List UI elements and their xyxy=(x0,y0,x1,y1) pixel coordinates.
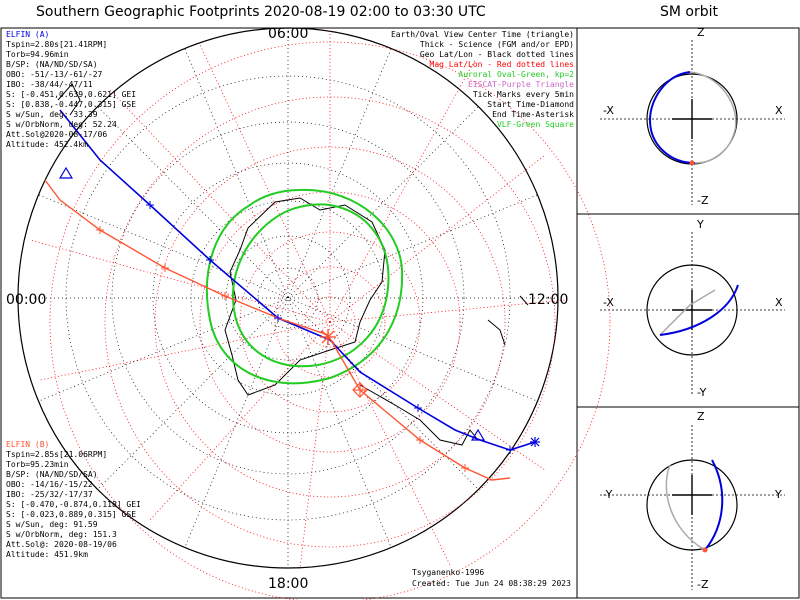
elfin-a-info: ELFIN (A) Tspin=2.80s[21.41RPM] Torb=94.… xyxy=(6,30,136,150)
orbit2-left-label: -X xyxy=(603,296,614,309)
elfin-b-start-diamond xyxy=(352,382,368,398)
orbit2-top-label: Y xyxy=(697,218,704,231)
south-america-coastline xyxy=(359,384,479,446)
info-line: IBO: -25/32/-17/37 xyxy=(6,490,93,499)
created-label: Created: Tue Jun 24 08:38:29 2023 xyxy=(412,579,571,588)
orbit3-left-label: -Y xyxy=(603,488,613,501)
orbit1-top-label: Z xyxy=(697,26,705,39)
info-line: Torb=95.23min xyxy=(6,460,69,469)
info-line: S w/OrbNorm, deg: 151.3 xyxy=(6,530,117,539)
info-line: S: [-0.023,0.889,0.315] GSE xyxy=(6,510,137,519)
orbit3-right-label: Y xyxy=(775,488,782,501)
orbit-title: SM orbit xyxy=(660,4,719,20)
info-line: Tspin=2.85s[21.06RPM] xyxy=(6,450,108,459)
info-line: S w/Sun, deg: 91.59 xyxy=(6,520,98,529)
legend-item: Earth/Oval View Center Time (triangle) xyxy=(390,30,574,39)
elfin-b-info: ELFIN (B) Tspin=2.85s[21.06RPM] Torb=95.… xyxy=(6,440,141,560)
elfin-a-end-asterisk xyxy=(530,437,540,447)
model-label: Tsyganenko-1996 xyxy=(412,568,485,577)
elfin-a-ticks xyxy=(146,201,514,454)
info-line: S w/Sun, deg: 33.39 xyxy=(6,110,98,119)
auroral-oval-outer xyxy=(206,188,404,385)
clock-label-top: 06:00 xyxy=(268,26,309,42)
clock-label-bottom: 18:00 xyxy=(268,576,309,592)
legend-item: Thick - Science (FGM and/or EPD) xyxy=(419,40,574,49)
info-line: Tspin=2.80s[21.41RPM] xyxy=(6,40,108,49)
clock-label-right: 12:00 xyxy=(528,292,569,308)
orbit-column-frame xyxy=(576,27,800,599)
info-line: B/SP: (NA/ND/SD/SA) xyxy=(6,60,98,69)
info-line: S: [-0.470,-0.874,0.118] GEI xyxy=(6,500,141,509)
elfin-b-name: ELFIN (B) xyxy=(6,440,50,449)
info-line: OBO: -14/16/-15/22 xyxy=(6,480,93,489)
info-line: Altitude: 452.4km xyxy=(6,140,88,149)
info-line: OBO: -51/-13/-61/-27 xyxy=(6,70,103,79)
legend-item: VLF-Green Square xyxy=(496,120,574,129)
info-line: Torb=94.96min xyxy=(6,50,69,59)
elfin-a-view-triangle xyxy=(470,428,486,441)
orbit2-right-label: X xyxy=(775,296,783,309)
info-line: Altitude: 451.9km xyxy=(6,550,88,559)
info-line: Att.Sol@: 2020-08-19/06 xyxy=(6,540,117,549)
info-line: Att.Sol@2020-08-17/06 xyxy=(6,130,108,139)
info-line: S w/OrbNorm, deg: 52.24 xyxy=(6,120,117,129)
orbit1-right-label: X xyxy=(775,104,783,117)
orbit1-left-label: -X xyxy=(603,104,614,117)
auroral-oval-inner xyxy=(232,203,390,368)
info-line: S: [-0.451,0.639,0.621] GEI xyxy=(6,90,137,99)
legend-item: Mag Lat/Lon - Red dotted lines xyxy=(429,60,575,69)
legend-item: Tick Marks every 5min xyxy=(472,90,574,99)
legend: Earth/Oval View Center Time (triangle) T… xyxy=(391,30,574,130)
orbit-panel-yz xyxy=(600,425,785,590)
clock-label-left: 00:00 xyxy=(6,292,47,308)
polar-map xyxy=(17,27,611,600)
legend-item: EISCAT-Purple Triangle xyxy=(468,80,574,89)
elfin-a-name: ELFIN (A) xyxy=(6,30,50,39)
orbit-panel-xz xyxy=(600,40,785,205)
elfin-a-track xyxy=(59,109,536,451)
elfin-b-ticks xyxy=(96,226,469,472)
info-line: B/SP: (NA/ND/SD/SA) xyxy=(6,470,98,479)
orbit2-bottom-label: -Y xyxy=(697,386,707,399)
end-asterisk xyxy=(320,329,336,345)
africa-coastline xyxy=(57,83,81,116)
mag-lon-grid xyxy=(29,30,566,569)
orbit1-bottom-label: -Z xyxy=(697,194,709,207)
legend-item: Auroral Oval-Green, kp=2 xyxy=(458,70,574,79)
new-zealand-coastline xyxy=(487,295,529,346)
legend-item: Geo Lat/Lon - Black dotted lines xyxy=(419,50,574,59)
legend-item: End Time-Asterisk xyxy=(492,110,574,119)
elfin-b-view-triangle xyxy=(58,166,74,179)
legend-item: Start Time-Diamond xyxy=(487,100,574,109)
mag-lat-grid xyxy=(49,41,611,600)
orbit3-bottom-label: -Z xyxy=(697,578,709,591)
info-line: IBO: -38/44/-47/11 xyxy=(6,80,93,89)
info-line: S: [0.838,-0.447,0.315] GSE xyxy=(6,100,137,109)
page-title: Southern Geographic Footprints 2020-08-1… xyxy=(36,4,486,20)
orbit3-top-label: Z xyxy=(697,410,705,423)
orbit-panel-xy xyxy=(600,232,785,395)
